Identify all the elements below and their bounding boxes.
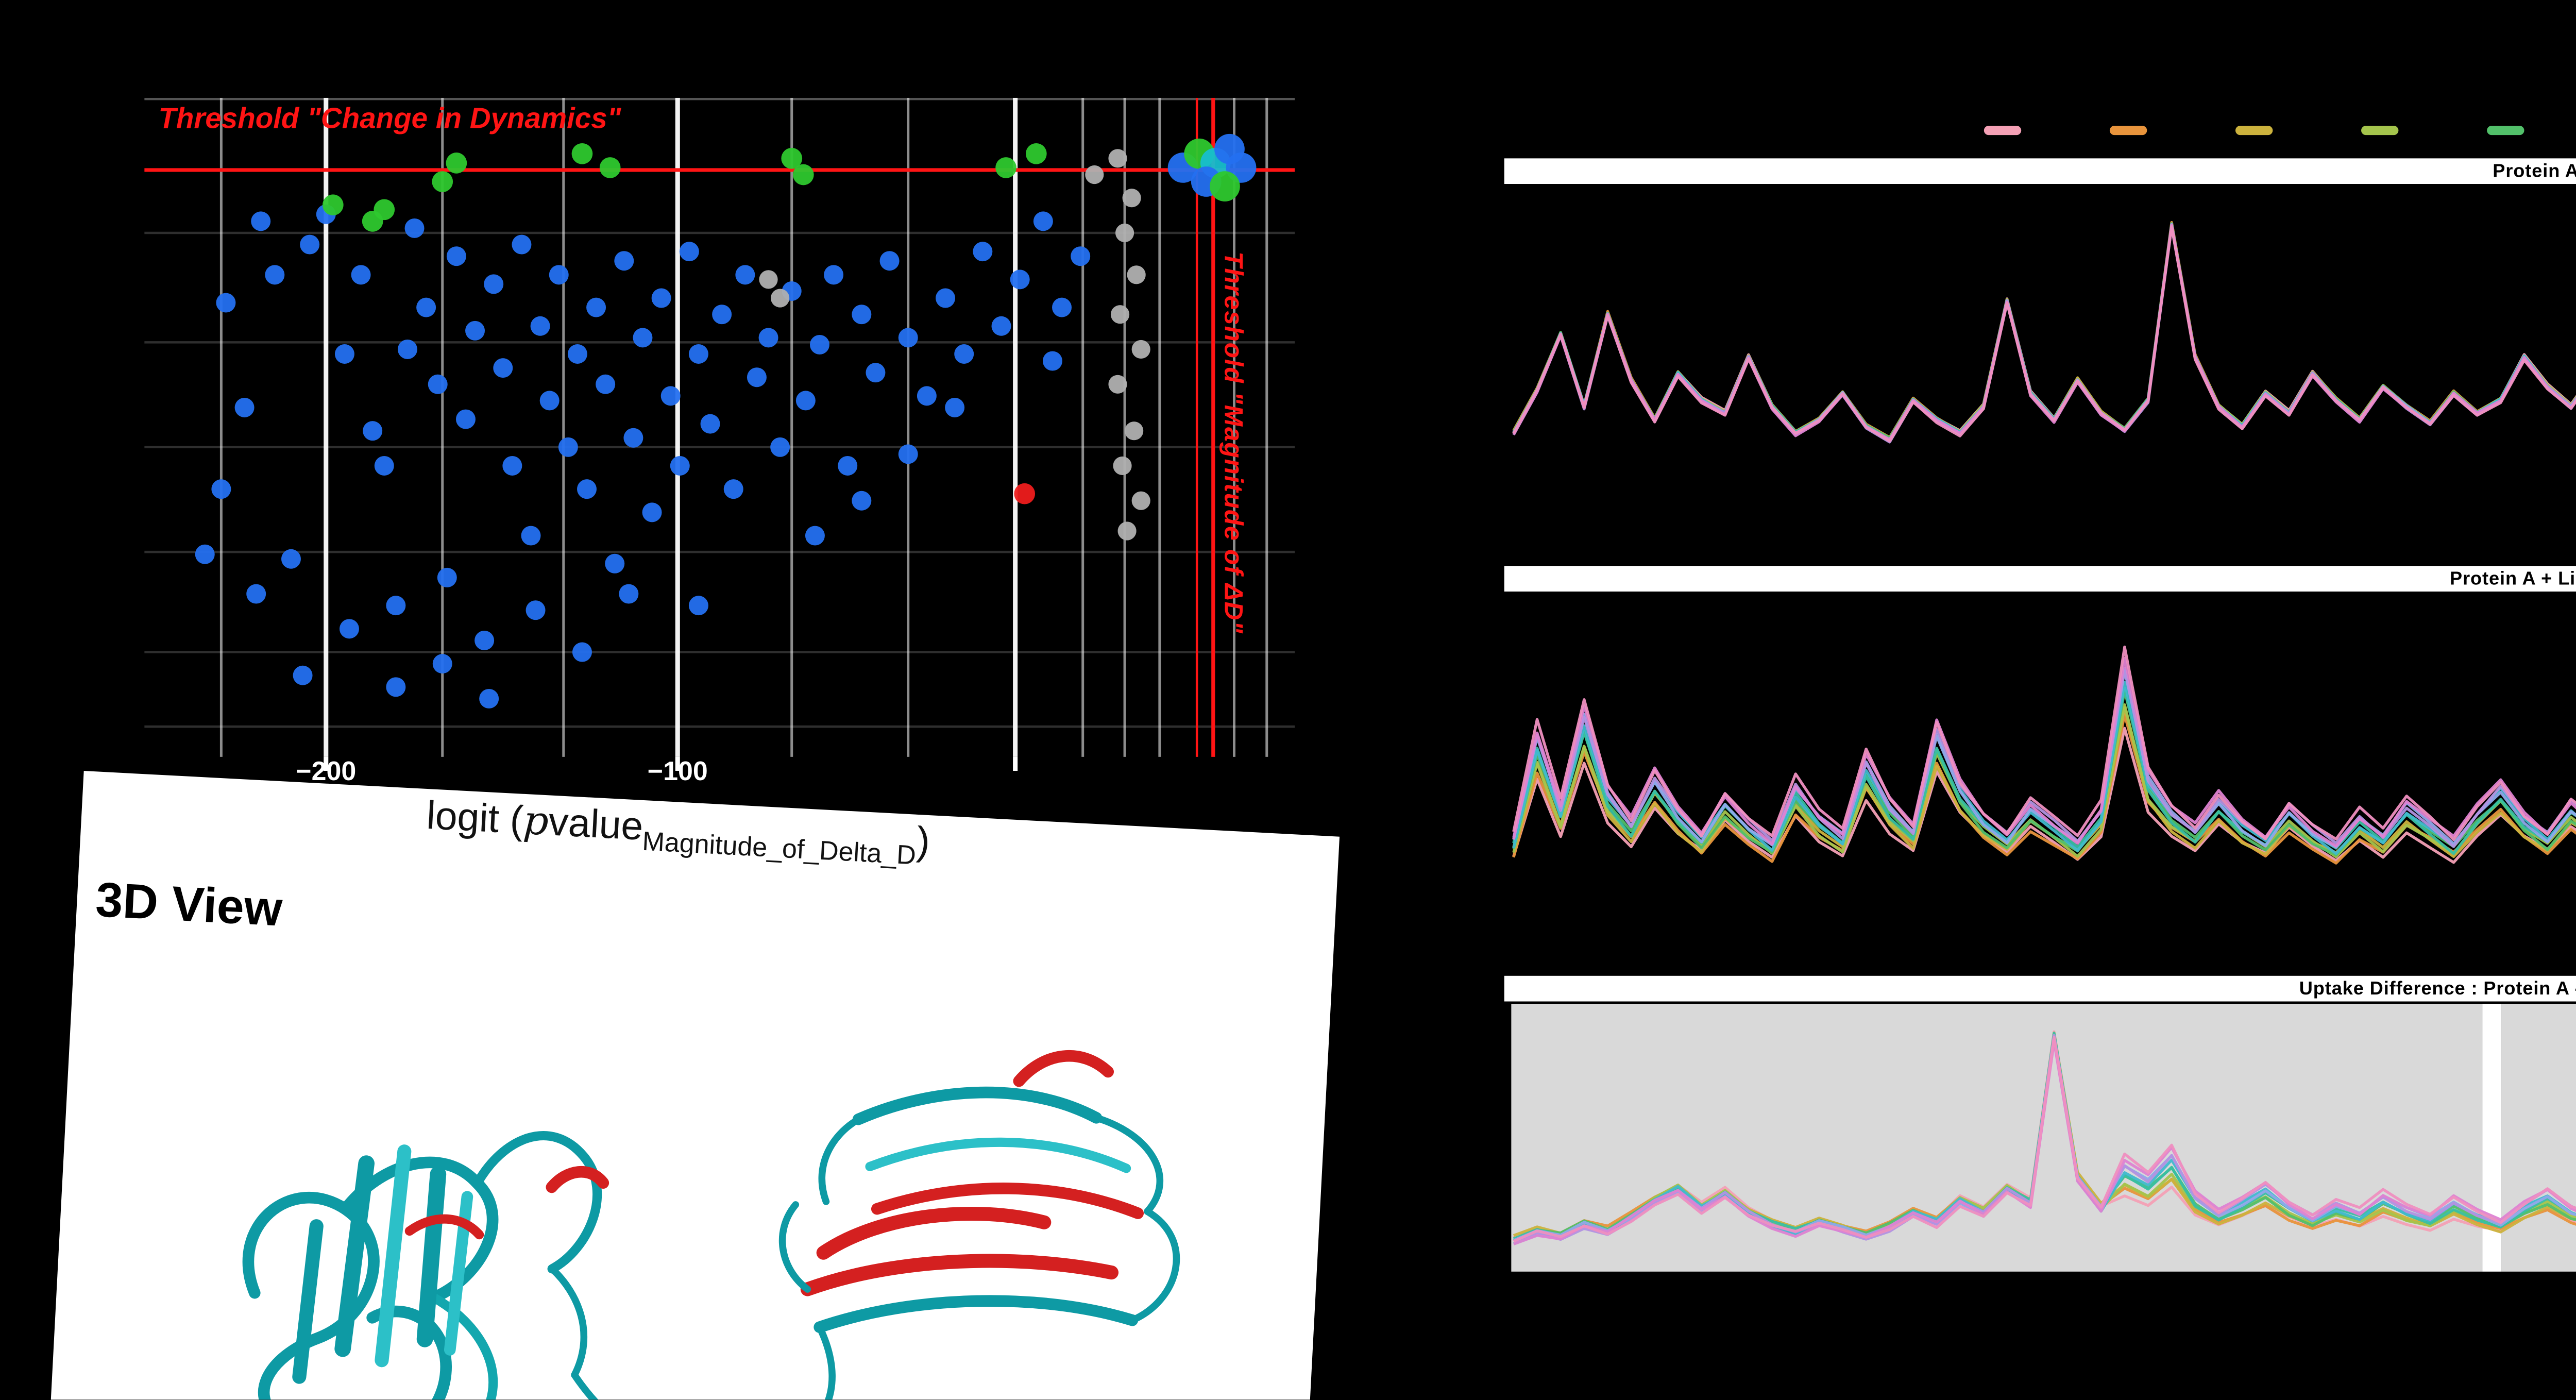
volcano-plot-card: Threshold "Change in Dynamics" Threshold… <box>144 97 1295 797</box>
uptake-difference-chart <box>1504 1001 2576 1274</box>
legend-dash-3[interactable] <box>2361 126 2399 136</box>
axis-title-prefix: logit ( <box>425 794 524 843</box>
x-tick-neg100: −100 <box>647 759 708 787</box>
volcano-x-axis-title: logit (pvalueMagnitude_of_Delta_D) <box>425 794 931 872</box>
uptake-chart-protein-a-ligand <box>1504 592 2576 965</box>
uptake-chart-protein-a-canvas[interactable] <box>1504 184 2576 552</box>
legend-dash-2[interactable] <box>2235 126 2273 136</box>
series-legend <box>1504 126 2576 140</box>
panel-title-uptake-difference: Uptake Difference : Protein A - (Protein… <box>1504 975 2576 1002</box>
axis-title-subscript: Magnitude_of_Delta_D <box>641 829 917 872</box>
view3d-card: logit (pvalueMagnitude_of_Delta_D) 3D Vi… <box>45 771 1340 1400</box>
panel-title-protein-a-ligand: Protein A + Ligand <box>1504 566 2576 592</box>
axis-title-value: value <box>547 800 645 849</box>
panel-title-protein-a: Protein A <box>1504 158 2576 184</box>
uptake-difference-canvas[interactable] <box>1504 1002 2576 1274</box>
difference-plot-background-right <box>2501 1004 2576 1272</box>
uptake-chart-protein-a-ligand-canvas[interactable] <box>1504 592 2576 964</box>
protein-3d-structure[interactable] <box>70 935 1296 1400</box>
legend-dash-1[interactable] <box>2109 126 2147 136</box>
axis-title-p: p <box>522 798 550 847</box>
axis-title-suffix: ) <box>916 819 931 865</box>
legend-dash-0[interactable] <box>1984 126 2022 136</box>
uptake-chart-protein-a <box>1504 184 2576 552</box>
legend-dash-4[interactable] <box>2487 126 2524 136</box>
threshold-dynamics-label: Threshold "Change in Dynamics" <box>158 102 621 136</box>
threshold-magnitude-label: Threshold "Magnitude of ΔD" <box>1217 251 1246 634</box>
view3d-title: 3D View <box>94 874 284 938</box>
volcano-plot-canvas[interactable] <box>144 97 1295 775</box>
